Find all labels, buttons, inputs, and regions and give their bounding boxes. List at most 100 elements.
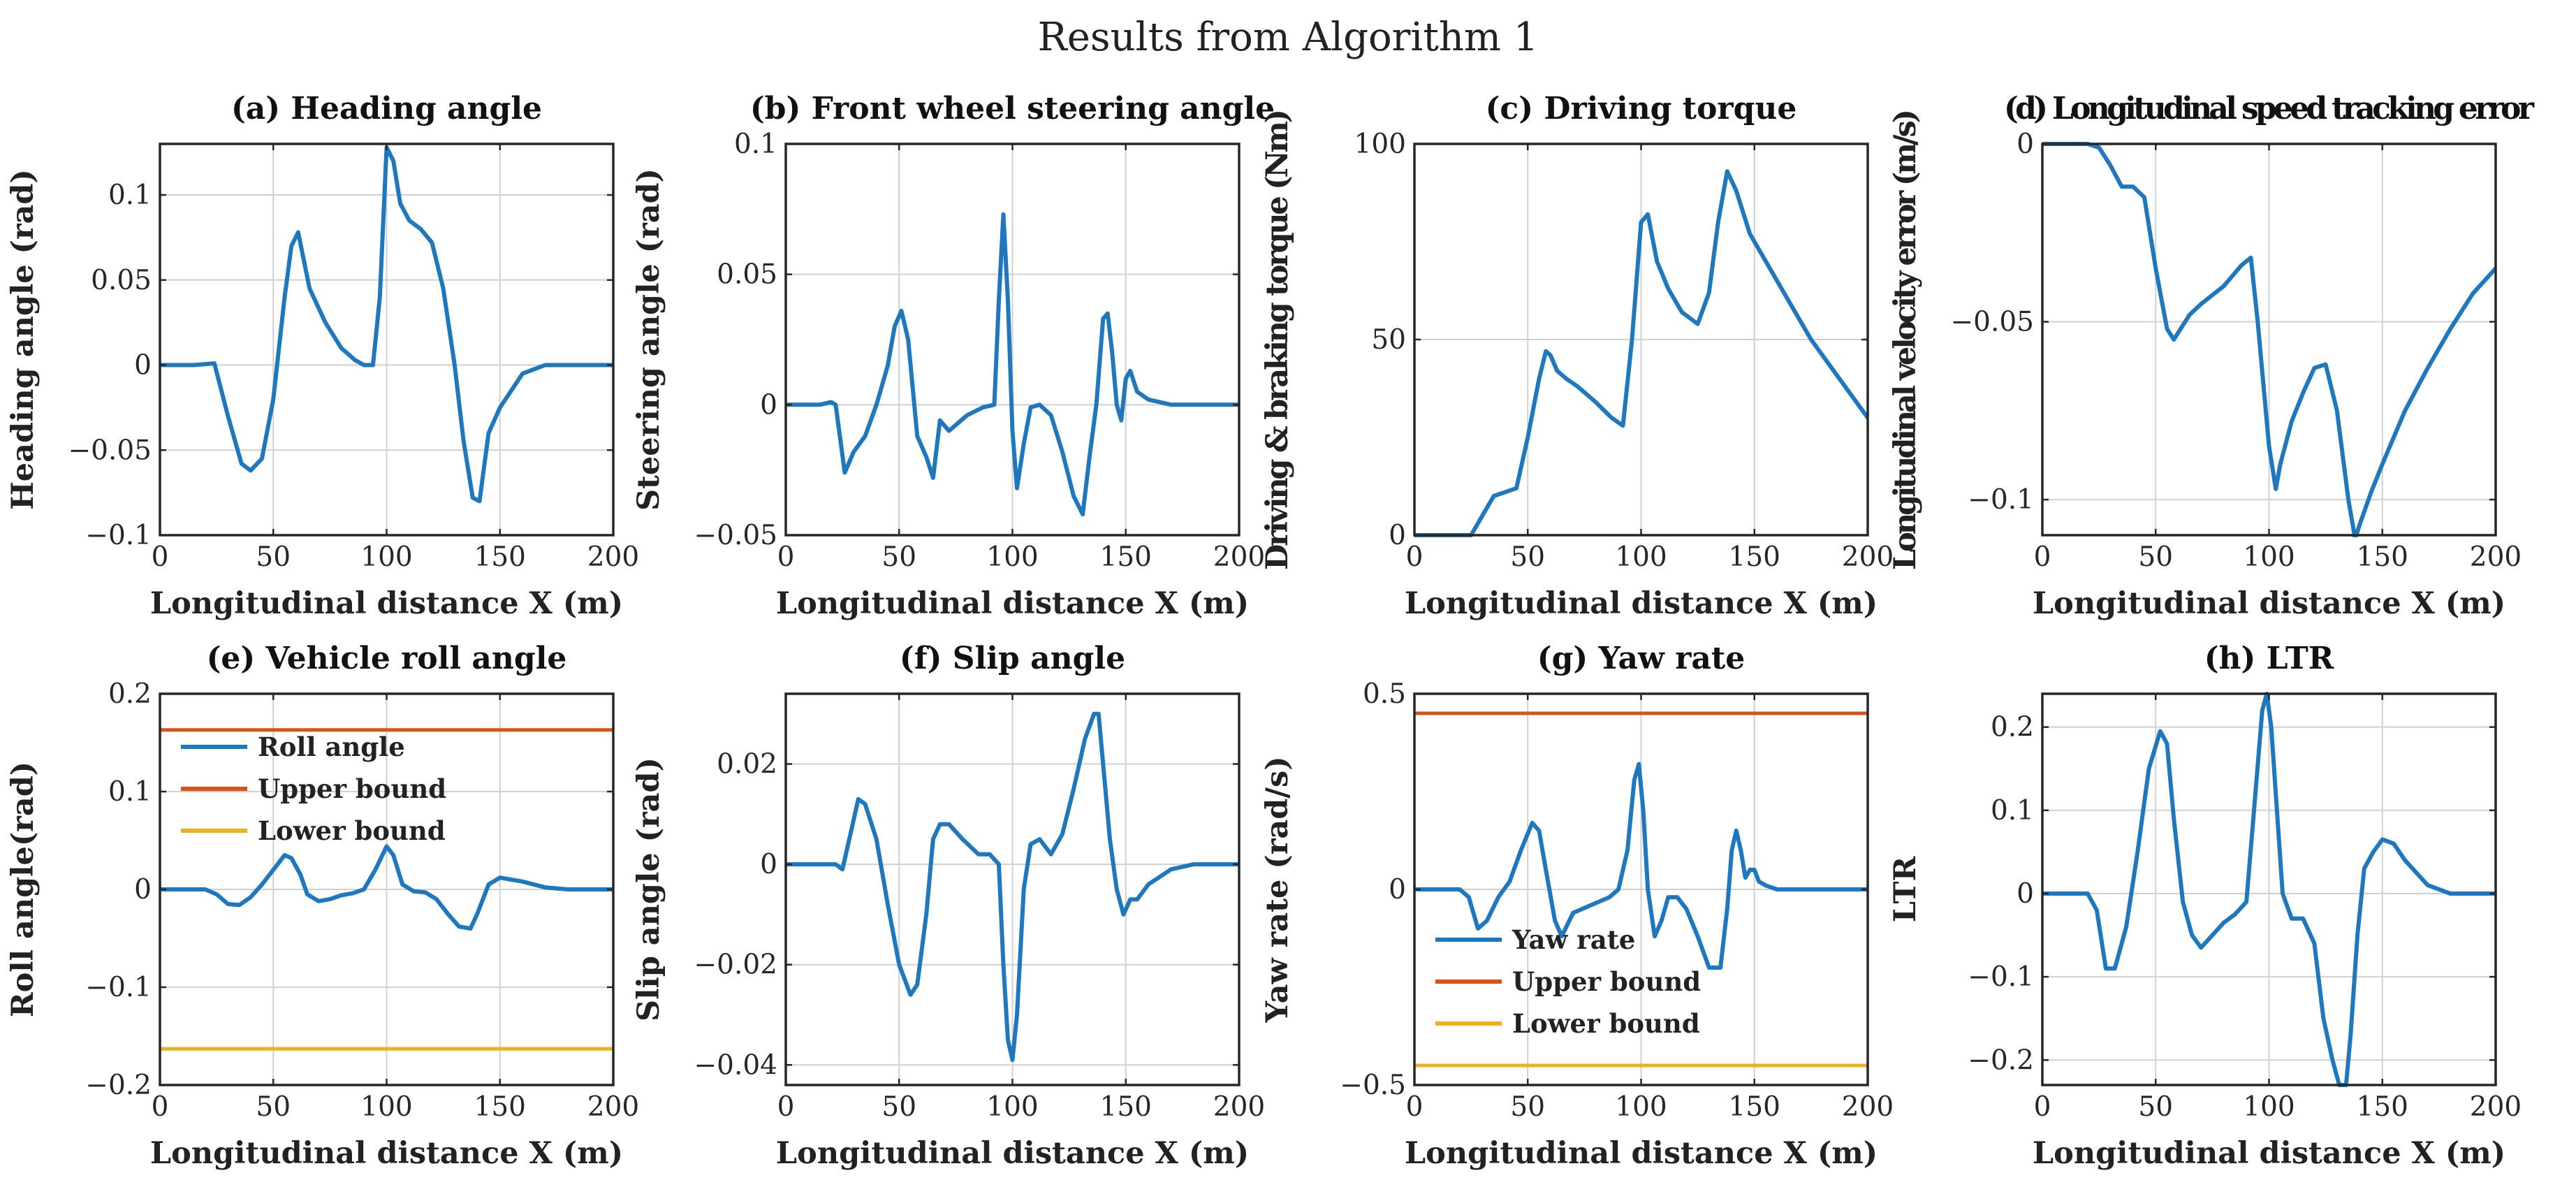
y-tick-label: 0.1 — [1991, 795, 2034, 827]
chart-panel-h: 0 50 100 150 200 −0.2 −0.1 0 0.1 0.2 (h) LTR Longit… — [1888, 641, 2522, 1171]
series-group — [160, 145, 613, 504]
x-tick-label: 150 — [1729, 541, 1780, 573]
x-tick-label: 200 — [2470, 1091, 2522, 1123]
y-tick-label: 0.2 — [1991, 712, 2034, 743]
y-tick-label: 0 — [134, 874, 152, 905]
y-tick-label: −0.5 — [1340, 1070, 1406, 1101]
x-tick-label: 100 — [1615, 1091, 1667, 1123]
x-tick-label: 100 — [986, 1091, 1038, 1123]
x-tick-label: 0 — [1406, 541, 1424, 573]
x-tick-label: 200 — [1842, 541, 1894, 573]
x-tick-label: 100 — [2243, 541, 2295, 573]
y-tick-label: −0.02 — [694, 949, 777, 981]
y-axis-label: Yaw rate (rad/s) — [1260, 756, 1295, 1023]
y-tick-label: −0.04 — [694, 1049, 777, 1081]
y-axis-label: Heading angle (rad) — [6, 169, 41, 510]
series-group — [786, 711, 1239, 1063]
series-line-roll-angle — [160, 844, 613, 931]
chart-title: (e) Vehicle roll angle — [207, 641, 567, 676]
y-axis-label: LTR — [1888, 857, 1923, 923]
y-tick-label: 100 — [1354, 129, 1406, 160]
series-line-steering-angle — [786, 212, 1239, 517]
chart-title: (d) Longitudinal speed tracking error — [2004, 91, 2535, 126]
y-tick-label: 0 — [134, 350, 152, 381]
x-tick-label: 150 — [1100, 1091, 1152, 1123]
y-tick-label: 0 — [760, 849, 777, 880]
legend: Yaw rate Upper bound Lower bound — [1435, 924, 1701, 1039]
chart-title: (c) Driving torque — [1486, 91, 1797, 126]
chart-title: (g) Yaw rate — [1537, 641, 1745, 676]
x-tick-label: 150 — [2357, 1091, 2408, 1123]
x-tick-label: 50 — [2138, 1091, 2173, 1123]
y-tick-label: 0 — [2017, 878, 2034, 910]
y-tick-label: 0 — [1389, 520, 1406, 551]
chart-panel-f: 0 50 100 150 200 −0.04 −0.02 0 0.02 (f) Slip angl… — [631, 641, 1265, 1171]
y-tick-label: 0.1 — [734, 129, 777, 160]
y-tick-label: −0.2 — [85, 1070, 152, 1101]
y-tick-label: −0.05 — [68, 435, 152, 466]
x-tick-label: 100 — [360, 1091, 412, 1123]
y-tick-label: −0.1 — [1968, 484, 2034, 516]
y-tick-label: −0.05 — [1950, 307, 2034, 338]
legend-label: Lower bound — [258, 815, 446, 846]
x-tick-label: 100 — [360, 541, 412, 573]
x-tick-label: 100 — [2243, 1091, 2295, 1123]
series-group — [1414, 169, 1868, 537]
series-line-ltr — [2042, 692, 2496, 1087]
y-axis-label: Steering angle (rad) — [631, 168, 666, 511]
chart-title: (b) Front wheel steering angle — [750, 91, 1275, 126]
series-group — [1414, 711, 1868, 1068]
x-tick-label: 0 — [2034, 541, 2051, 573]
chart-title: (a) Heading angle — [231, 91, 542, 126]
x-tick-label: 50 — [2138, 541, 2173, 573]
y-tick-label: 0.02 — [717, 749, 777, 780]
y-tick-label: 0.05 — [717, 259, 777, 291]
x-axis-label: Longitudinal distance X (m) — [776, 586, 1249, 621]
y-tick-label: 0 — [1389, 874, 1406, 905]
chart-title: (h) LTR — [2204, 641, 2334, 676]
y-tick-label: 0.05 — [91, 265, 152, 296]
x-tick-label: 100 — [986, 541, 1038, 573]
y-tick-label: −0.1 — [85, 520, 152, 551]
y-tick-label: 0.2 — [108, 678, 152, 710]
x-axis-label: Longitudinal distance X (m) — [2033, 586, 2505, 621]
x-tick-label: 200 — [2470, 541, 2522, 573]
x-tick-label: 0 — [777, 1091, 795, 1123]
x-tick-label: 50 — [256, 541, 291, 573]
y-axis-label: Roll angle(rad) — [6, 762, 41, 1017]
figure-title: Results from Algorithm 1 — [1038, 15, 1539, 60]
x-tick-label: 0 — [1406, 1091, 1424, 1123]
legend-label: Upper bound — [258, 773, 446, 804]
x-tick-label: 50 — [256, 1091, 291, 1123]
x-tick-label: 50 — [1510, 541, 1545, 573]
series-line-heading-angle — [160, 145, 613, 504]
legend-label: Roll angle — [258, 731, 405, 762]
y-tick-label: −0.1 — [85, 972, 152, 1003]
chart-panel-c: 0 50 100 150 200 0 50 100 (c) Driving torque Long… — [1260, 91, 1894, 621]
x-tick-label: 0 — [2034, 1091, 2051, 1123]
x-axis-label: Longitudinal distance X (m) — [1405, 1136, 1878, 1171]
y-tick-label: 0 — [2017, 129, 2034, 160]
panels: 0 50 100 150 200 −0.1 −0.05 0 0.05 0.1 (a) Heading… — [6, 91, 2535, 1171]
x-axis-label: Longitudinal distance X (m) — [150, 586, 623, 621]
y-tick-label: −0.05 — [694, 520, 777, 551]
x-tick-label: 200 — [1842, 1091, 1894, 1123]
chart-panel-e: 0 50 100 150 200 −0.2 −0.1 0 0.1 0.2 (e) Vehicle r… — [6, 641, 639, 1171]
chart-panel-a: 0 50 100 150 200 −0.1 −0.05 0 0.05 0.1 (a) Heading… — [6, 91, 639, 621]
x-tick-label: 50 — [881, 541, 916, 573]
chart-panel-d: 0 50 100 150 200−0.1−0.050(d) Longitudinal s… — [1888, 91, 2535, 621]
y-tick-label: 0.5 — [1363, 678, 1406, 710]
legend-label: Lower bound — [1512, 1008, 1700, 1039]
x-tick-label: 200 — [1213, 1091, 1265, 1123]
legend-label: Yaw rate — [1512, 924, 1635, 955]
series-line-yaw-rate — [1414, 762, 1868, 970]
x-tick-label: 0 — [152, 541, 169, 573]
chart-title: (f) Slip angle — [900, 641, 1125, 676]
x-tick-label: 100 — [1615, 541, 1667, 573]
y-tick-label: 0.1 — [108, 180, 152, 211]
series-group — [2042, 692, 2496, 1087]
y-tick-label: 0 — [760, 389, 777, 421]
x-tick-label: 50 — [881, 1091, 916, 1123]
y-axis-label: Driving & braking torque (Nm) — [1260, 109, 1295, 570]
x-axis-label: Longitudinal distance X (m) — [2033, 1136, 2505, 1171]
